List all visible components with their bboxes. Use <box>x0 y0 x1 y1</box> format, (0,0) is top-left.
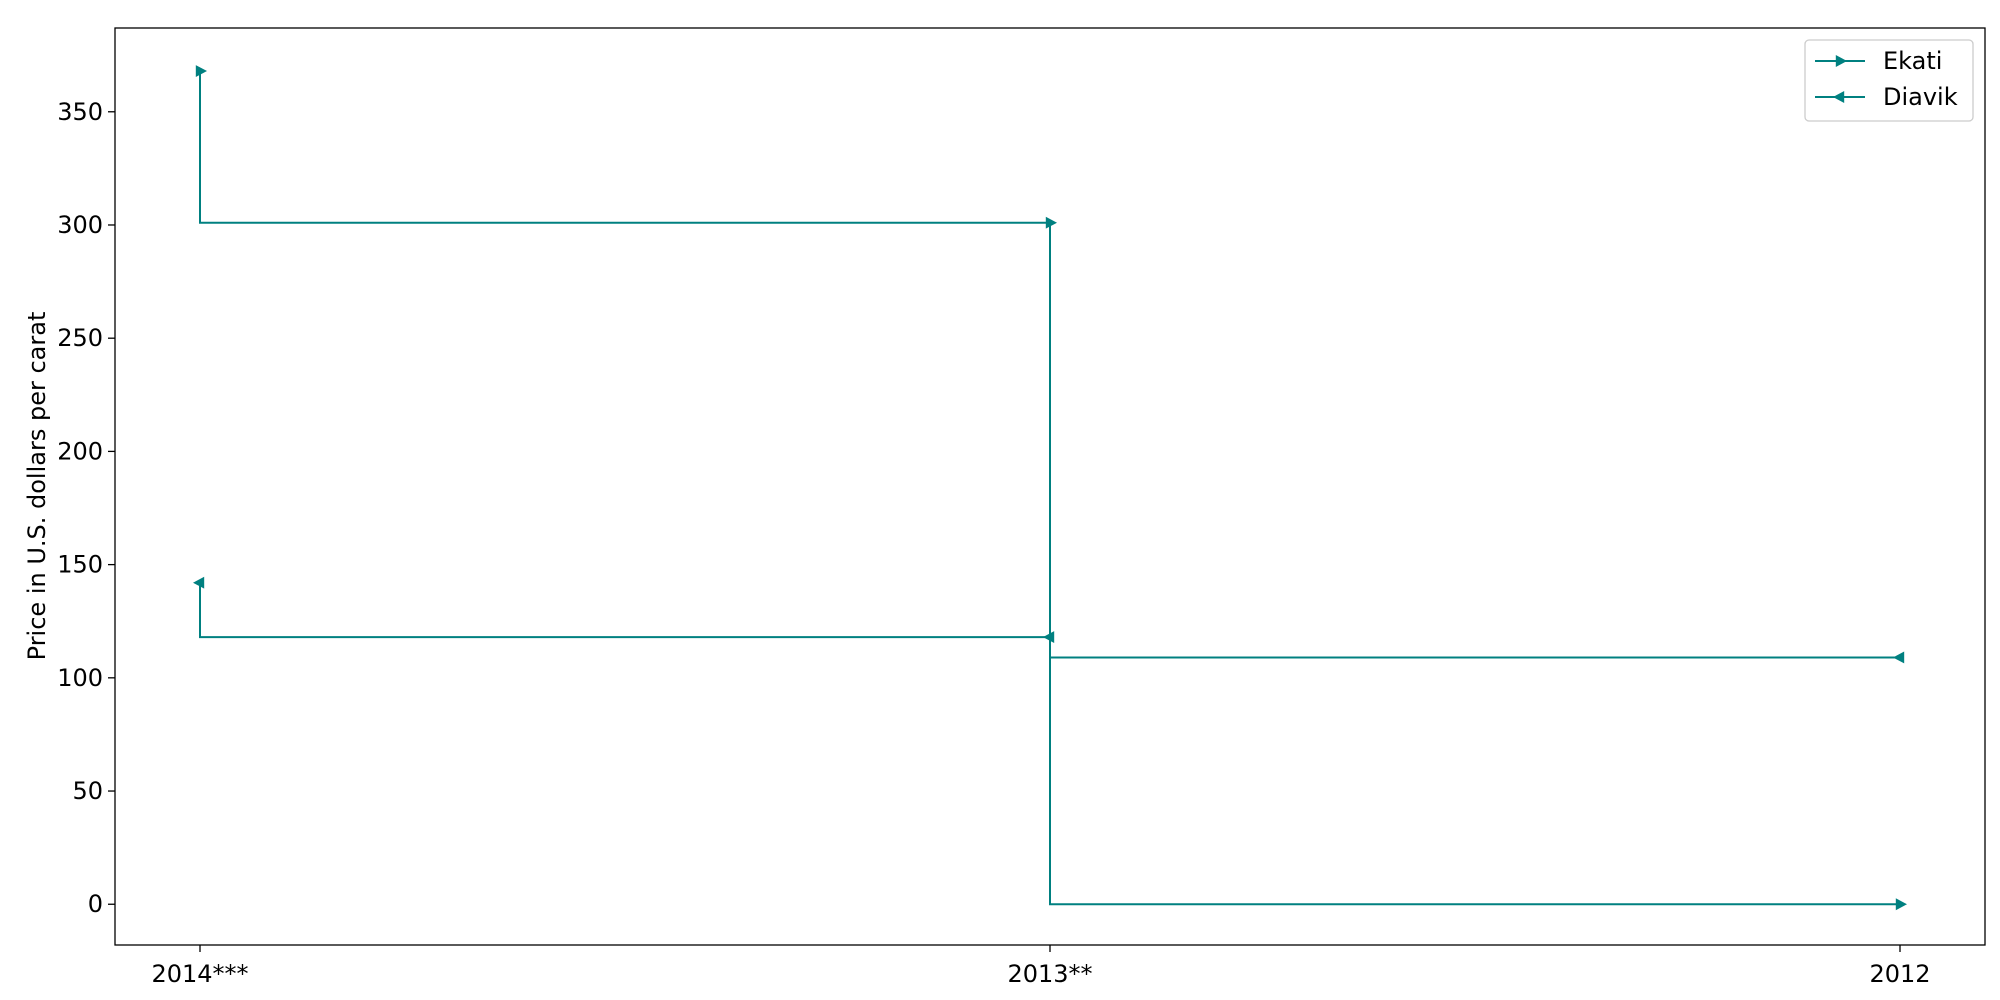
legend-entry-ekati: Ekati <box>1815 47 1942 75</box>
y-axis-label: Price in U.S. dollars per carat <box>23 312 51 661</box>
y-tick-label: 200 <box>57 437 103 465</box>
series-line-ekati <box>199 71 1900 906</box>
x-tick-label: 2013** <box>1007 960 1092 988</box>
data-point-ekati <box>1895 898 1907 911</box>
series-layer <box>193 65 1907 911</box>
legend-label: Ekati <box>1883 47 1942 75</box>
y-tick-label: 0 <box>88 890 103 918</box>
x-axis-ticks: 2014*** 2013** 2012 <box>151 945 1931 988</box>
series-diavik <box>193 576 1905 664</box>
data-point-diavik <box>1043 631 1055 644</box>
x-tick-label: 2014*** <box>151 960 248 988</box>
y-axis-ticks: 0 50 100 150 200 250 300 350 <box>57 98 115 918</box>
data-point-diavik <box>193 576 205 589</box>
x-tick-label: 2012 <box>1869 960 1930 988</box>
y-tick-label: 50 <box>72 777 103 805</box>
y-tick-label: 100 <box>57 664 103 692</box>
y-tick-label: 250 <box>57 324 103 352</box>
y-tick-label: 350 <box>57 98 103 126</box>
y-tick-label: 150 <box>57 551 103 579</box>
legend: Ekati Diavik <box>1804 39 1974 122</box>
legend-label: Diavik <box>1883 83 1958 111</box>
data-point-diavik <box>1893 651 1905 664</box>
legend-marker <box>1833 91 1845 103</box>
y-tick-label: 300 <box>57 211 103 239</box>
legend-marker <box>1835 55 1847 67</box>
legend-entry-diavik: Diavik <box>1815 83 1958 111</box>
data-point-ekati <box>195 65 207 77</box>
series-ekati <box>195 65 1907 911</box>
data-point-ekati <box>1045 216 1057 229</box>
